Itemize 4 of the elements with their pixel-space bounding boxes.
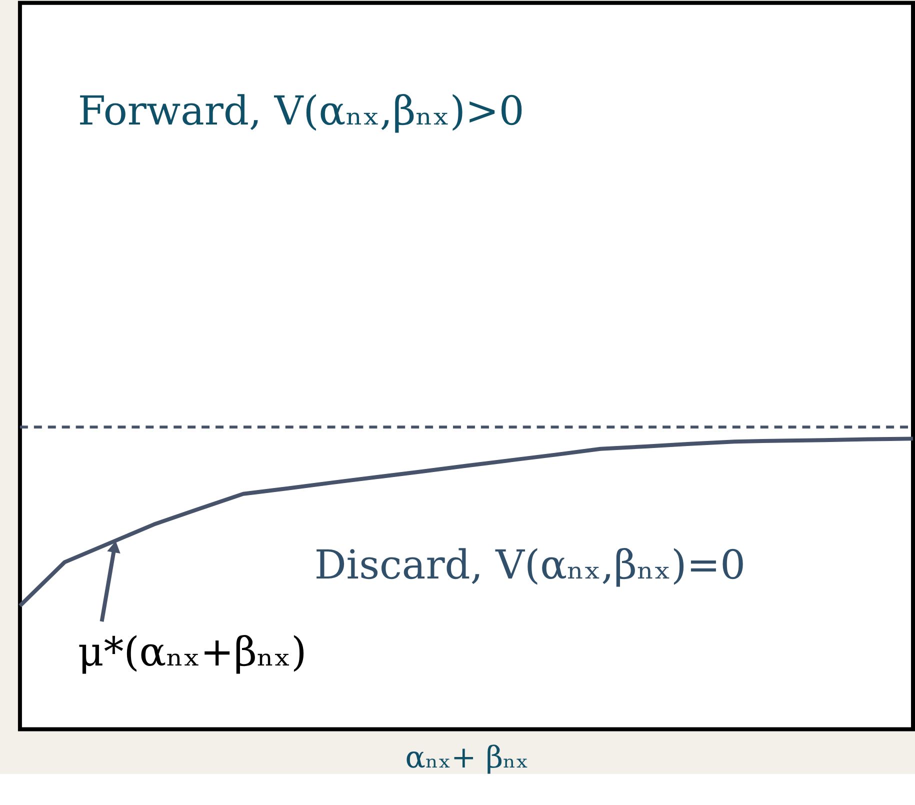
annotation: Discard, V(αₙₓ,βₙₓ)=0	[314, 542, 746, 589]
x-axis-title: αₙₓ+ βₙₓ	[405, 740, 529, 776]
annotation: μ*(αₙₓ+βₙₓ)	[78, 629, 307, 676]
text: Forward, V(αₙₓ,βₙₓ)>0	[78, 88, 524, 135]
